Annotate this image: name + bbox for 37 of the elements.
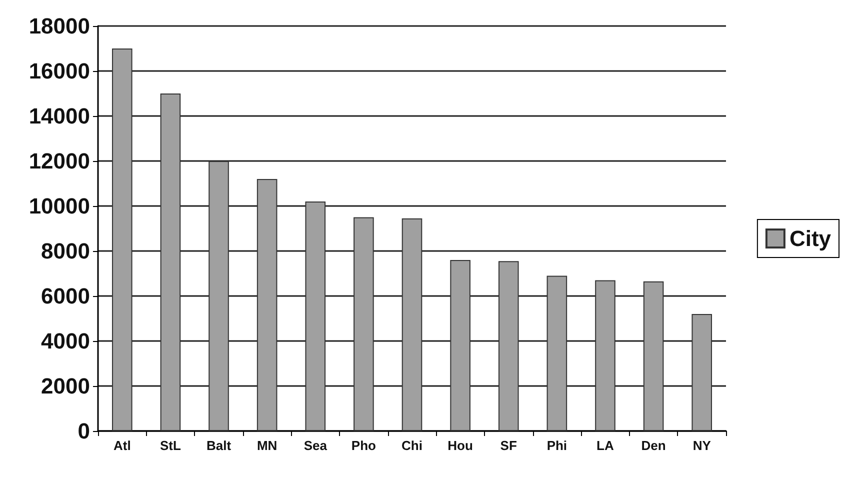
x-tick-label: Chi: [402, 438, 422, 453]
x-tick-label: LA: [596, 438, 614, 453]
x-tick-label: Sea: [304, 438, 328, 453]
bar: [546, 276, 568, 431]
y-tick-label: 14000: [28, 104, 90, 128]
x-tick-label: SF: [500, 438, 517, 453]
bar: [112, 48, 132, 431]
x-tick-label: Balt: [206, 438, 232, 453]
x-tick-label: Hou: [448, 438, 473, 453]
x-tick-label: Pho: [351, 438, 376, 453]
bar: [595, 280, 616, 431]
bar: [450, 260, 470, 431]
y-tick-label: 6000: [41, 284, 90, 308]
y-tick-label: 16000: [28, 58, 90, 84]
bar: [402, 218, 422, 431]
x-tick-label: Atl: [113, 438, 131, 453]
bar: [305, 202, 326, 431]
bar: [498, 261, 519, 431]
x-tick-label: StL: [160, 438, 181, 453]
y-tick-label: 18000: [28, 14, 90, 38]
y-tick-label: 0: [78, 418, 90, 444]
bar: [256, 179, 278, 431]
legend-label: City: [789, 226, 832, 251]
bar: [208, 161, 229, 431]
bar: [692, 314, 712, 431]
bar: [160, 94, 181, 431]
y-tick-label: 4000: [41, 328, 90, 354]
y-tick-label: 12000: [28, 148, 90, 174]
y-tick-label: 8000: [41, 238, 90, 264]
x-tick-label: NY: [692, 438, 712, 453]
bar: [354, 217, 374, 431]
y-tick-label: 10000: [28, 194, 90, 218]
x-tick-label: MN: [256, 438, 278, 453]
bar: [643, 281, 664, 431]
y-tick-label: 2000: [41, 374, 90, 398]
x-tick-label: Phi: [546, 438, 568, 453]
x-tick-label: Den: [641, 438, 666, 453]
